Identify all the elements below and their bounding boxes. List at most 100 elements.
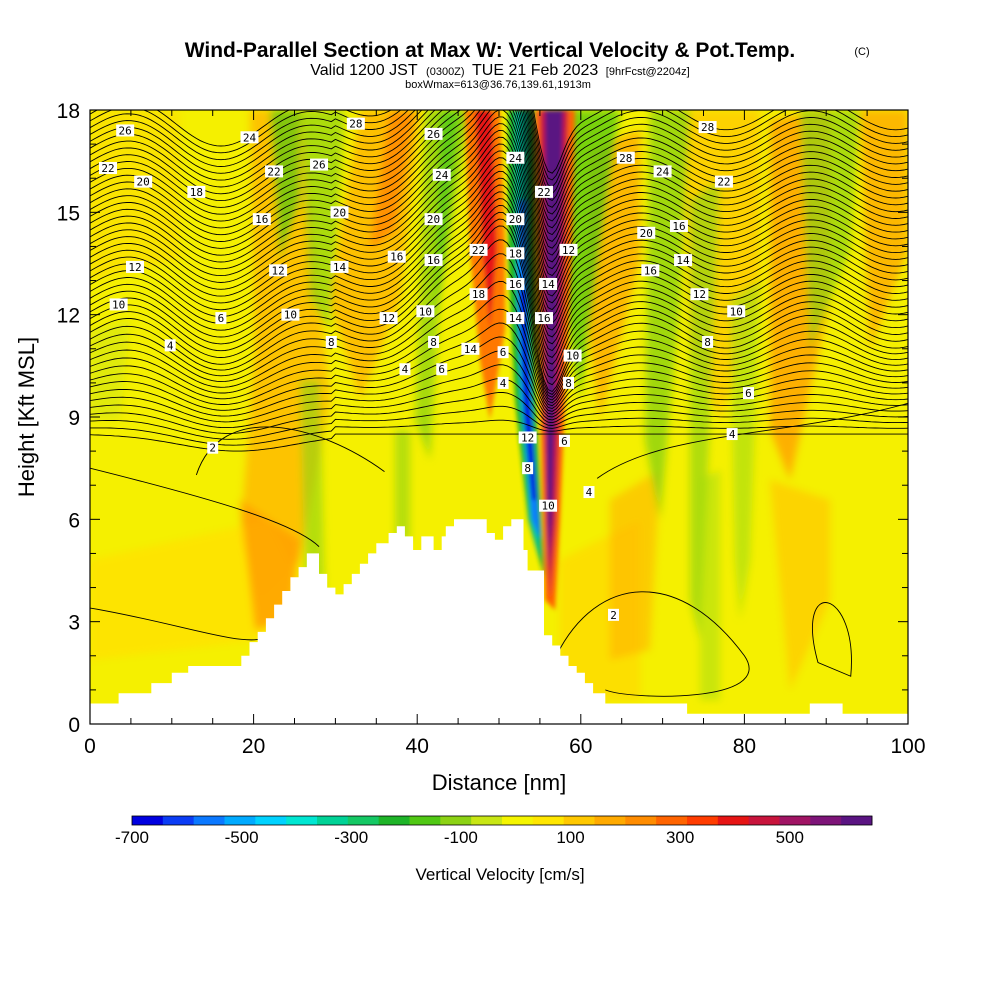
isentrope-line	[90, 405, 908, 440]
isentrope-line	[90, 150, 908, 318]
isentrope-line	[90, 110, 908, 249]
x-axis-tick-labels: 0 20 40 60 80 100	[84, 735, 925, 758]
isentrope-line	[90, 129, 908, 297]
isentrope-line	[90, 211, 908, 379]
isentrope-line	[90, 110, 908, 270]
contour-label-text: 24	[656, 165, 670, 178]
isentrope-line	[90, 110, 908, 256]
contour-label: 22	[469, 243, 488, 257]
contour-label-text: 18	[472, 288, 485, 301]
contour-label-text: 12	[272, 264, 285, 277]
isentrope-line	[90, 336, 908, 415]
contour-label: 24	[653, 165, 672, 178]
contour-label-text: 2	[209, 442, 216, 455]
y-tick-label: 9	[68, 407, 80, 430]
contour-label: 20	[506, 213, 525, 226]
contour-label: 8	[563, 376, 575, 390]
isentrope-line	[90, 110, 908, 215]
isentrope-line	[90, 170, 908, 338]
contour-label-text: 24	[509, 152, 523, 165]
isentrope-line	[90, 467, 320, 547]
isentrope-line	[90, 294, 908, 407]
y-tick-label: 3	[68, 612, 80, 635]
isentrope-line	[555, 591, 750, 697]
contour-label-text: 20	[137, 176, 150, 189]
contour-label: 12	[690, 288, 709, 301]
isentrope-line	[90, 110, 908, 202]
subtitle-utc: (0300Z)	[426, 66, 465, 78]
x-tick-label: 40	[406, 735, 429, 758]
isentrope-line	[90, 607, 262, 641]
contour-label-text: 18	[509, 247, 522, 260]
contour-label: 12	[559, 243, 578, 257]
colorbar-swatch	[347, 816, 380, 825]
contour-label: 20	[637, 226, 656, 240]
isentrope-line	[90, 110, 908, 236]
contour-label-text: 10	[730, 305, 743, 318]
contour-label: 4	[497, 376, 509, 390]
isentrope-line	[90, 267, 908, 401]
contour-label: 4	[164, 339, 176, 352]
potential-temperature-contours	[90, 110, 908, 697]
y-axis-label: Height [Kft MSL]	[14, 337, 39, 497]
isentrope-line	[90, 110, 908, 195]
contour-label-text: 16	[644, 264, 657, 277]
contour-label-text: 8	[328, 336, 335, 349]
contour-label-text: 22	[537, 186, 550, 199]
isentrope-line	[90, 110, 908, 208]
contour-label: 20	[330, 206, 349, 219]
y-tick-label: 18	[57, 100, 80, 123]
colorbar-swatch	[625, 816, 657, 825]
isentrope-line	[90, 110, 908, 188]
contour-label-text: 22	[267, 165, 280, 178]
contour-label: 8	[702, 335, 714, 349]
contour-label: 4	[399, 363, 411, 376]
contour-label-text: 8	[430, 336, 437, 349]
contour-label: 6	[497, 346, 509, 359]
y-tick-label: 15	[57, 202, 80, 225]
contour-label-text: 20	[640, 227, 653, 240]
contour-label-text: 6	[218, 312, 225, 325]
isentrope-line	[90, 364, 908, 423]
contour-label: 12	[518, 431, 537, 444]
contour-label-text: 16	[509, 278, 522, 291]
colorbar-swatch	[810, 816, 842, 825]
isentrope-line	[90, 191, 908, 358]
contour-label-text: 12	[693, 288, 706, 301]
colorbar-swatch	[255, 816, 287, 825]
y-tick-label: 0	[68, 714, 80, 737]
contour-label-text: 8	[704, 336, 711, 349]
contour-label: 12	[379, 312, 398, 325]
isentrope-line	[90, 164, 908, 331]
colorbar-tick-label: 300	[666, 828, 694, 847]
contour-label-text: 20	[333, 206, 346, 219]
isentrope-line	[812, 602, 852, 677]
contour-label: 24	[506, 151, 525, 165]
colorbar-swatch	[440, 816, 472, 825]
contour-label-text: 28	[349, 118, 362, 131]
contour-label: 14	[330, 260, 349, 274]
contour-label-text: 8	[565, 377, 572, 390]
copyright-mark: (C)	[854, 46, 869, 58]
colorbar-title: Vertical Velocity [cm/s]	[415, 865, 584, 884]
subtitle-valid: Valid 1200 JST	[310, 62, 418, 79]
isentrope-line	[90, 110, 908, 174]
colorbar-frame	[131, 815, 873, 826]
colorbar-tick-label: -100	[444, 828, 478, 847]
contour-label: 28	[616, 151, 635, 165]
colorbar-swatch	[779, 816, 811, 825]
contour-label-text: 4	[729, 428, 736, 441]
contour-label: 26	[310, 158, 329, 172]
contour-label: 10	[563, 349, 582, 363]
contour-label: 16	[424, 254, 443, 267]
contour-label: 6	[215, 312, 227, 325]
isentrope-line	[90, 136, 908, 304]
contour-label-text: 20	[509, 213, 522, 226]
contour-label-text: 26	[427, 128, 440, 141]
contour-label: 4	[726, 428, 738, 441]
contour-label: 28	[698, 121, 717, 134]
isentrope-line	[90, 308, 908, 409]
isentrope-line	[90, 391, 908, 434]
